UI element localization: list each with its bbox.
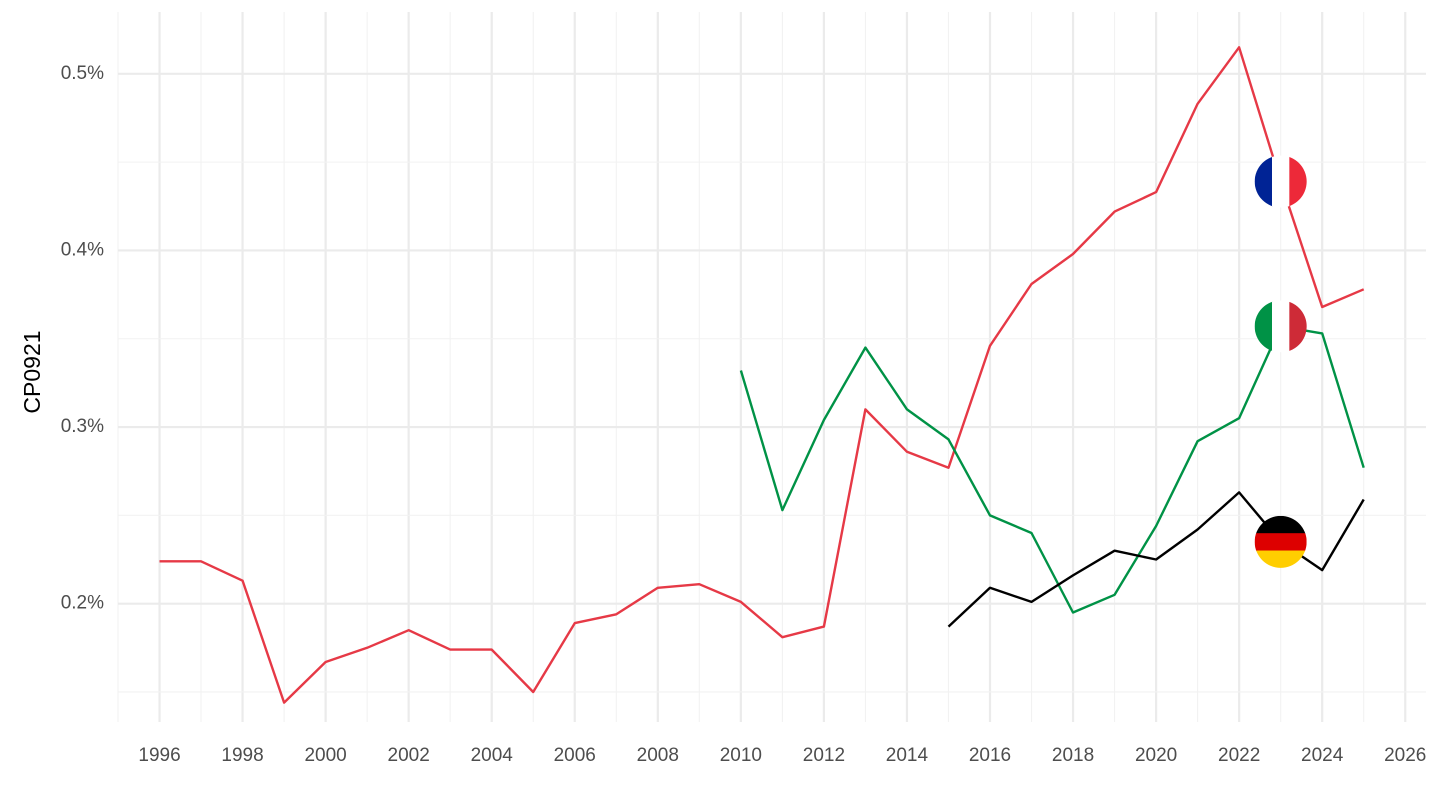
x-tick-label: 1996	[138, 745, 180, 766]
germany-flag-icon	[1254, 515, 1307, 568]
y-tick-label: 0.5%	[61, 63, 104, 84]
series-line-france	[159, 46, 1365, 704]
x-tick-label: 2022	[1218, 745, 1260, 766]
y-axis-title: CP0921	[19, 330, 45, 413]
flag-markers	[1254, 155, 1307, 568]
y-tick-label: 0.2%	[61, 593, 104, 614]
x-tick-label: 2010	[720, 745, 762, 766]
x-tick-label: 2016	[969, 745, 1011, 766]
x-tick-label: 2006	[554, 745, 596, 766]
x-tick-label: 2018	[1052, 745, 1094, 766]
x-tick-label: 2014	[886, 745, 929, 766]
x-tick-label: 2020	[1135, 745, 1177, 766]
x-tick-label: 1998	[221, 745, 263, 766]
x-tick-label: 2008	[637, 745, 679, 766]
series-line-italy	[739, 325, 1365, 614]
y-tick-label: 0.3%	[61, 416, 104, 437]
x-tick-label: 2000	[304, 745, 346, 766]
italy-flag-icon	[1254, 300, 1307, 353]
grid	[117, 12, 1426, 722]
france-flag-icon	[1254, 155, 1307, 208]
x-tick-label: 2004	[471, 745, 514, 766]
axes: 1996 1998 2000 2002 2004 2006 2008 2010 2012 2014…	[61, 63, 1427, 766]
x-tick-label: 2024	[1301, 745, 1344, 766]
x-tick-label: 2012	[803, 745, 845, 766]
x-tick-label: 2002	[388, 745, 430, 766]
x-tick-label: 2026	[1384, 745, 1426, 766]
y-tick-label: 0.4%	[61, 239, 104, 260]
